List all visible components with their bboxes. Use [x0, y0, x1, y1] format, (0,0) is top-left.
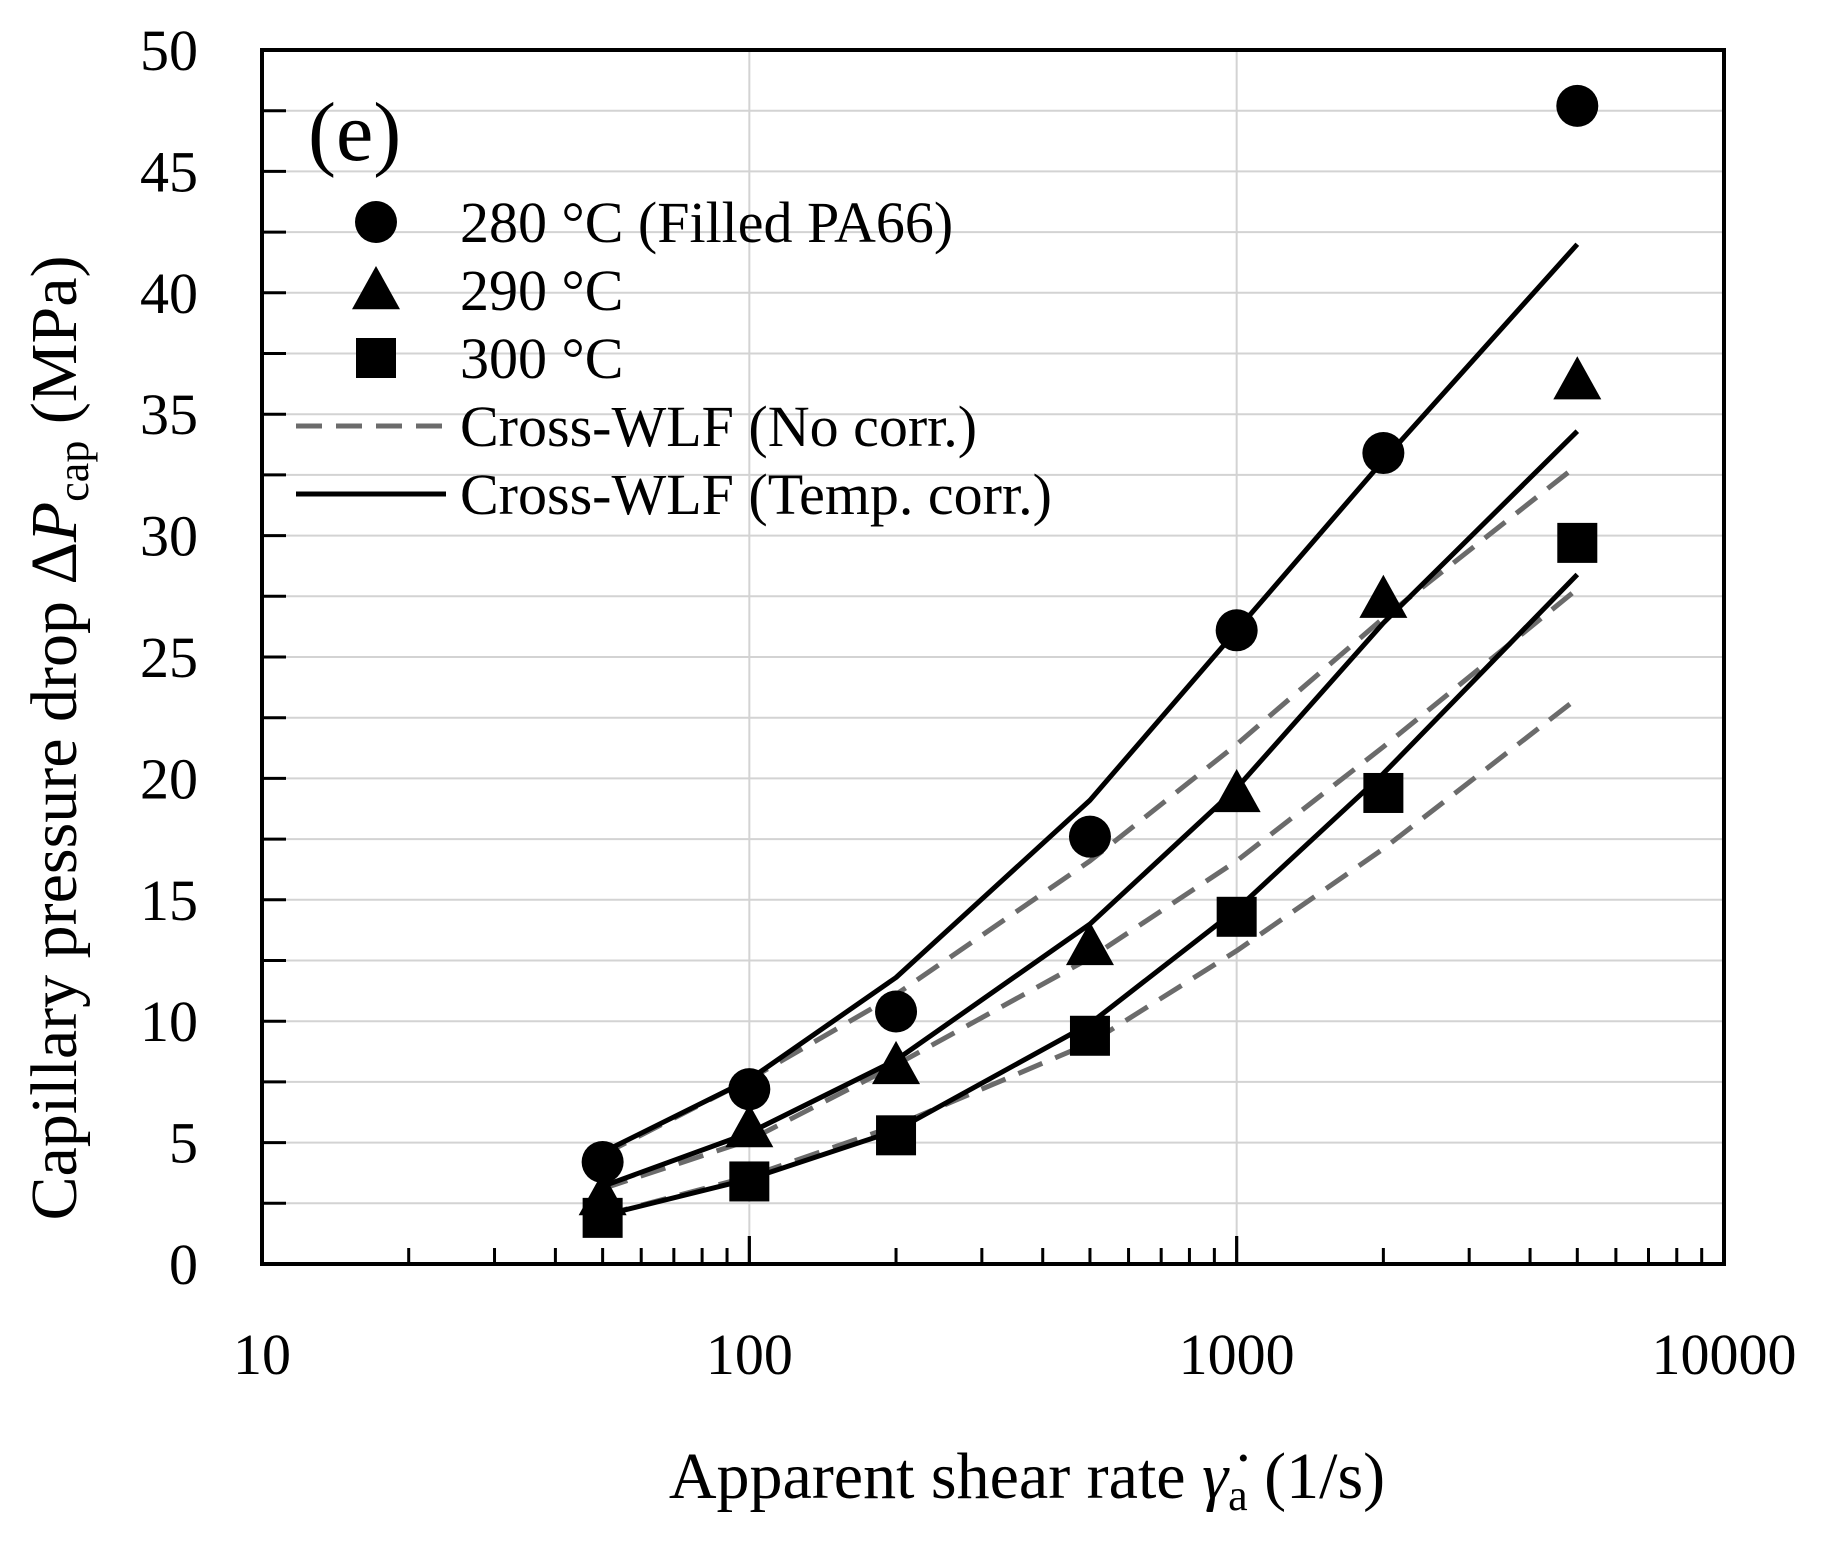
x-axis-title-suffix: (1/s) — [1248, 1440, 1385, 1513]
data-point-circle — [581, 1141, 624, 1184]
data-point-square — [729, 1161, 770, 1202]
data-point-square — [1557, 522, 1598, 563]
legend-marker-triangle — [352, 266, 400, 310]
data-point-square — [1216, 896, 1257, 937]
data-markers — [578, 84, 1602, 1238]
data-point-circle — [875, 990, 918, 1033]
data-point-circle — [728, 1068, 771, 1111]
y-tick-label: 25 — [140, 625, 198, 690]
x-tick-label: 10000 — [1652, 1322, 1797, 1387]
x-axis-title-prefix: Apparent shear rate — [669, 1440, 1202, 1513]
legend-label: Cross-WLF (Temp. corr.) — [460, 462, 1052, 527]
y-tick-label: 40 — [140, 261, 198, 326]
y-tick-label: 5 — [169, 1111, 198, 1176]
y-tick-label: 30 — [140, 504, 198, 569]
y-axis-title-prefix: Capillary pressure drop Δ — [18, 542, 91, 1220]
data-point-circle — [1068, 815, 1111, 858]
data-point-circle — [1556, 84, 1599, 127]
data-point-triangle — [1212, 768, 1261, 813]
legend-label: 300 °C — [460, 326, 623, 391]
panel-label: (e) — [308, 86, 401, 179]
data-point-square — [1069, 1015, 1110, 1056]
y-axis-title: Capillary pressure drop ΔPcap (MPa) — [18, 256, 98, 1221]
y-tick-label: 20 — [140, 746, 198, 811]
data-point-triangle — [872, 1040, 921, 1085]
y-axis-title-suffix: (MPa) — [18, 256, 91, 441]
data-point-triangle — [1065, 921, 1114, 966]
data-point-circle — [1362, 432, 1405, 475]
legend-label: Cross-WLF (No corr.) — [460, 394, 977, 459]
y-tick-label: 35 — [140, 382, 198, 447]
y-tick-label: 45 — [140, 139, 198, 204]
legend-label: 280 °C (Filled PA66) — [460, 190, 953, 255]
y-axis-title-subscript: cap — [49, 441, 98, 502]
data-point-triangle — [1359, 574, 1408, 618]
x-tick-label: 10 — [233, 1322, 291, 1387]
y-tick-label: 10 — [140, 989, 198, 1054]
plot-frame — [260, 48, 1726, 1266]
data-point-square — [1363, 772, 1404, 813]
y-tick-label: 50 — [140, 18, 198, 83]
y-tick-label: 15 — [140, 868, 198, 933]
data-point-triangle — [725, 1104, 774, 1148]
x-axis-title-subscript: a — [1228, 1471, 1248, 1520]
y-axis-title-symbol: P — [18, 502, 91, 543]
x-axis-title: Apparent shear rate γ̇a (1/s) — [669, 1440, 1385, 1520]
y-tick-label: 0 — [169, 1232, 198, 1297]
data-point-circle — [1215, 609, 1258, 652]
legend-marker-square — [356, 338, 396, 378]
data-point-square — [876, 1115, 917, 1156]
y-tick-labels: 0 5 10 15 20 25 30 35 40 45 50 — [140, 18, 198, 1297]
x-tick-labels: 10 100 1000 10000 — [233, 1322, 1797, 1387]
data-point-square — [582, 1197, 623, 1238]
legend-marker-circle — [355, 201, 397, 243]
x-tick-label: 100 — [706, 1322, 793, 1387]
data-point-triangle — [1553, 356, 1602, 400]
legend-label: 290 °C — [460, 258, 623, 323]
x-tick-label: 1000 — [1179, 1322, 1295, 1387]
